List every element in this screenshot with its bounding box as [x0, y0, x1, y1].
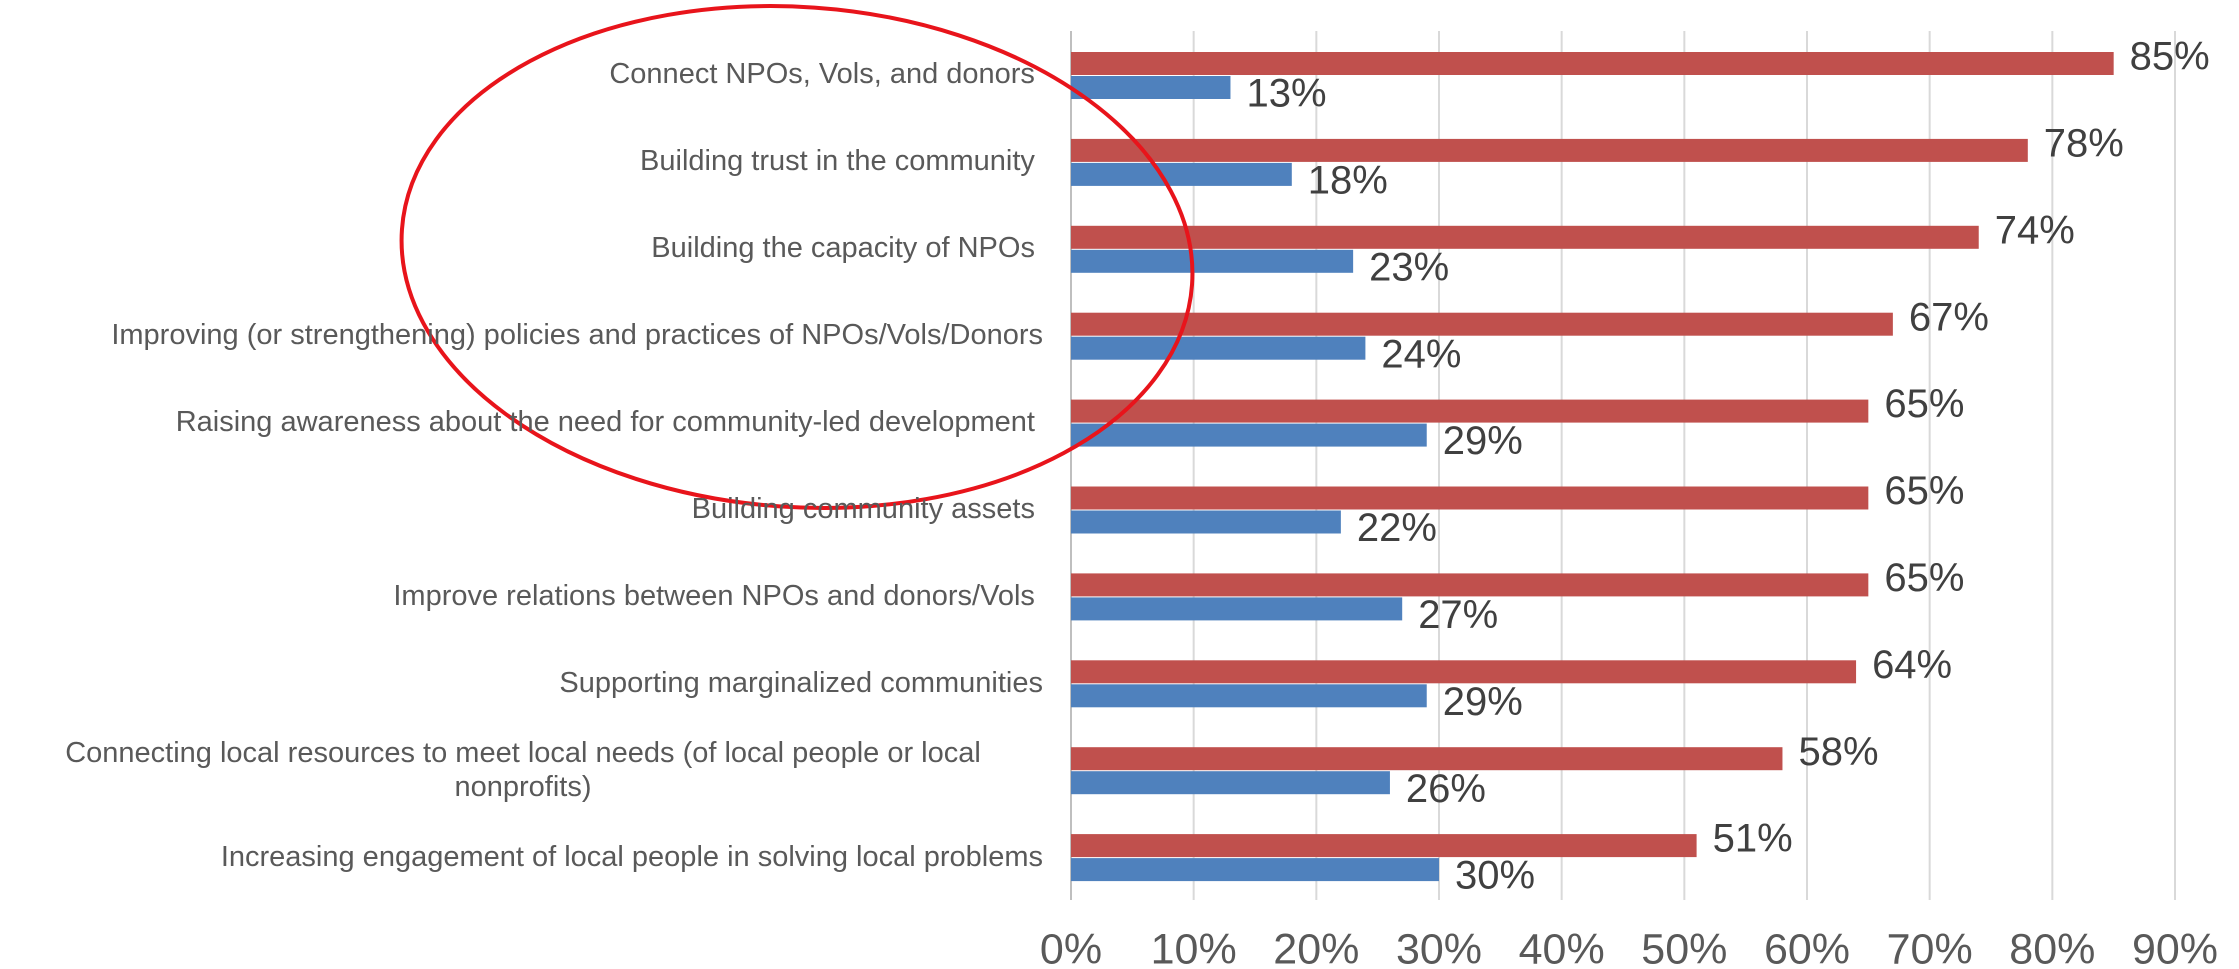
bar [1071, 76, 1231, 99]
x-tick-label: 20% [1273, 925, 1359, 969]
x-tick-label: 60% [1764, 925, 1850, 969]
category-label: Building the capacity of NPOs [0, 205, 1043, 292]
bar [1071, 747, 1783, 771]
value-label: 26% [1406, 767, 1486, 811]
category-text: Increasing engagement of local people in… [220, 840, 1043, 873]
x-tick-label: 90% [2132, 925, 2218, 969]
value-label: 29% [1443, 419, 1523, 463]
bar [1071, 597, 1403, 621]
bar [1071, 312, 1893, 336]
x-tick-label: 70% [1887, 925, 1973, 969]
bar [1071, 138, 2028, 162]
bar [1071, 225, 1979, 249]
highlight-ellipse [399, 4, 1195, 510]
bar [1071, 162, 1292, 186]
bar [1071, 660, 1857, 684]
bar [1071, 834, 1697, 858]
value-label: 24% [1381, 332, 1461, 376]
value-label: 30% [1455, 854, 1535, 898]
value-label: 51% [1713, 817, 1793, 861]
category-text: Building trust in the community [640, 145, 1043, 178]
x-tick-label: 40% [1519, 925, 1605, 969]
category-text: Building community assets [691, 492, 1043, 525]
value-label: 85% [2130, 35, 2210, 79]
value-label: 13% [1246, 72, 1326, 116]
x-tick-label: 10% [1151, 925, 1237, 969]
category-text: Supporting marginalized communities [559, 666, 1043, 699]
value-label: 64% [1872, 643, 1952, 687]
value-label: 74% [1995, 208, 2075, 252]
category-label: Building community assets [0, 466, 1043, 553]
category-label: Connecting local resources to meet local… [0, 726, 1043, 813]
value-label: 22% [1357, 506, 1437, 550]
bar [1071, 52, 2114, 75]
bar [1071, 858, 1439, 882]
category-label: Improve relations between NPOs and donor… [0, 552, 1043, 639]
category-text: Raising awareness about the need for com… [175, 406, 1043, 439]
value-label: 78% [2044, 121, 2124, 165]
bar [1071, 510, 1341, 534]
category-text: Improving (or strengthening) policies an… [111, 319, 1043, 352]
x-tick-label: 0% [1040, 925, 1102, 969]
category-text: Improve relations between NPOs and donor… [393, 579, 1043, 612]
bars [1071, 52, 2114, 882]
x-tick-label: 30% [1396, 925, 1482, 969]
category-label: Raising awareness about the need for com… [0, 379, 1043, 466]
value-label: 65% [1884, 382, 1964, 426]
bar [1071, 771, 1390, 795]
value-label: 65% [1884, 469, 1964, 513]
category-label: Connect NPOs, Vols, and donors [0, 31, 1043, 118]
bar [1071, 336, 1366, 360]
category-text: Connect NPOs, Vols, and donors [609, 58, 1043, 91]
value-label: 27% [1418, 593, 1498, 637]
bar [1071, 486, 1869, 510]
value-label: 29% [1443, 680, 1523, 724]
category-label: Improving (or strengthening) policies an… [0, 292, 1043, 379]
value-label: 18% [1308, 158, 1388, 202]
value-label: 65% [1884, 556, 1964, 600]
category-label: Increasing engagement of local people in… [0, 813, 1043, 900]
category-text: Building the capacity of NPOs [651, 232, 1043, 265]
category-label: Supporting marginalized communities [0, 639, 1043, 726]
x-tick-label: 80% [2009, 925, 2095, 969]
value-label: 67% [1909, 295, 1989, 339]
value-label: 23% [1369, 245, 1449, 289]
x-tick-label: 50% [1641, 925, 1727, 969]
value-label: 58% [1798, 730, 1878, 774]
category-text: Connecting local resources to meet local… [65, 736, 989, 803]
bar [1071, 573, 1869, 597]
bar [1071, 684, 1427, 708]
bar [1071, 399, 1869, 423]
category-label: Building trust in the community [0, 118, 1043, 205]
bar [1071, 423, 1427, 447]
bar [1071, 249, 1354, 273]
